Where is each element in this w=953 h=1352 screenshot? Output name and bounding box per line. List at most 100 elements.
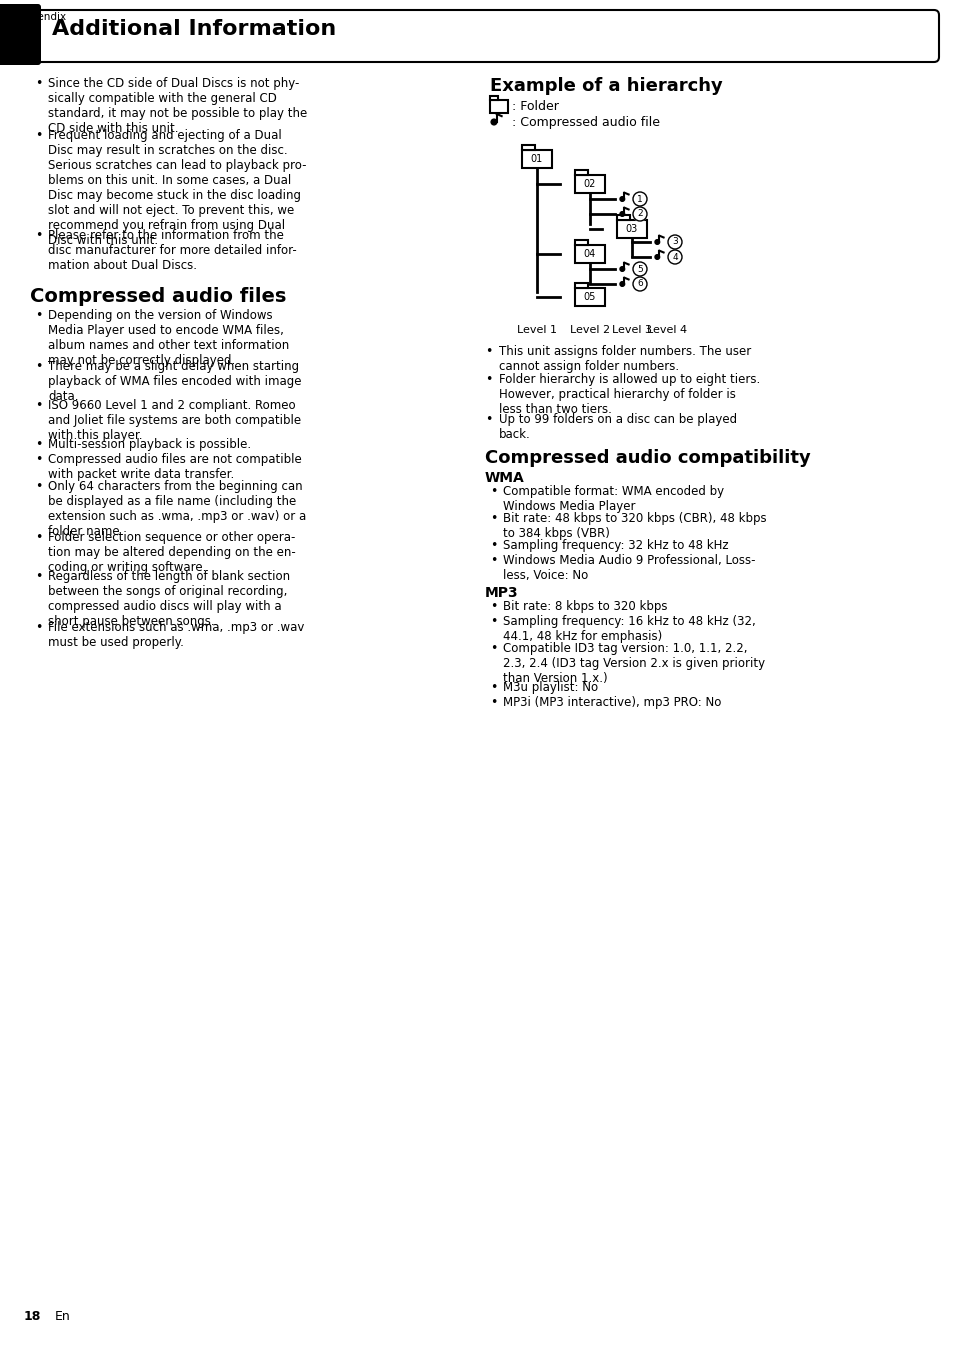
Text: •: • bbox=[35, 360, 42, 373]
Text: 2: 2 bbox=[637, 210, 642, 219]
FancyBboxPatch shape bbox=[617, 215, 630, 220]
Circle shape bbox=[16, 1301, 48, 1333]
Text: 03: 03 bbox=[625, 224, 638, 234]
Text: •: • bbox=[484, 373, 492, 387]
Text: 05: 05 bbox=[583, 292, 596, 301]
Text: Additional Information: Additional Information bbox=[52, 19, 335, 39]
Text: Up to 99 folders on a disc can be played
back.: Up to 99 folders on a disc can be played… bbox=[498, 412, 737, 441]
Text: Bit rate: 48 kbps to 320 kbps (CBR), 48 kbps
to 384 kbps (VBR): Bit rate: 48 kbps to 320 kbps (CBR), 48 … bbox=[502, 512, 766, 539]
Text: •: • bbox=[35, 228, 42, 242]
Text: •: • bbox=[35, 310, 42, 322]
FancyBboxPatch shape bbox=[575, 245, 604, 264]
Text: This unit assigns folder numbers. The user
cannot assign folder numbers.: This unit assigns folder numbers. The us… bbox=[498, 345, 750, 373]
Circle shape bbox=[633, 277, 646, 291]
FancyBboxPatch shape bbox=[575, 170, 588, 174]
Text: •: • bbox=[490, 696, 497, 708]
Circle shape bbox=[655, 239, 659, 245]
Circle shape bbox=[619, 212, 624, 216]
Text: •: • bbox=[35, 128, 42, 142]
Text: •: • bbox=[35, 621, 42, 634]
Text: Bit rate: 8 kbps to 320 kbps: Bit rate: 8 kbps to 320 kbps bbox=[502, 600, 667, 612]
Text: There may be a slight delay when starting
playback of WMA files encoded with ima: There may be a slight delay when startin… bbox=[48, 360, 301, 403]
Text: Depending on the version of Windows
Media Player used to encode WMA files,
album: Depending on the version of Windows Medi… bbox=[48, 310, 289, 366]
FancyBboxPatch shape bbox=[575, 241, 588, 245]
Text: •: • bbox=[35, 77, 42, 91]
Text: •: • bbox=[35, 399, 42, 412]
Text: MP3i (MP3 interactive), mp3 PRO: No: MP3i (MP3 interactive), mp3 PRO: No bbox=[502, 696, 720, 708]
Circle shape bbox=[667, 250, 681, 264]
Circle shape bbox=[619, 281, 624, 287]
Text: •: • bbox=[490, 642, 497, 654]
FancyBboxPatch shape bbox=[521, 150, 552, 168]
Text: Regardless of the length of blank section
between the songs of original recordin: Regardless of the length of blank sectio… bbox=[48, 571, 290, 627]
Text: •: • bbox=[35, 438, 42, 452]
Text: Example of a hierarchy: Example of a hierarchy bbox=[490, 77, 722, 95]
FancyBboxPatch shape bbox=[575, 283, 588, 288]
Circle shape bbox=[491, 119, 497, 124]
Text: •: • bbox=[490, 600, 497, 612]
Circle shape bbox=[633, 192, 646, 206]
Text: 04: 04 bbox=[583, 249, 596, 260]
Text: ISO 9660 Level 1 and 2 compliant. Romeo
and Joliet file systems are both compati: ISO 9660 Level 1 and 2 compliant. Romeo … bbox=[48, 399, 301, 442]
FancyBboxPatch shape bbox=[0, 4, 41, 65]
Text: En: En bbox=[55, 1310, 71, 1324]
Text: Compressed audio compatibility: Compressed audio compatibility bbox=[484, 449, 810, 466]
Text: •: • bbox=[35, 453, 42, 466]
FancyBboxPatch shape bbox=[13, 9, 938, 62]
Text: •: • bbox=[490, 485, 497, 498]
Text: •: • bbox=[484, 412, 492, 426]
Circle shape bbox=[633, 262, 646, 276]
Text: Frequent loading and ejecting of a Dual
Disc may result in scratches on the disc: Frequent loading and ejecting of a Dual … bbox=[48, 128, 306, 247]
Circle shape bbox=[619, 196, 624, 201]
Text: Since the CD side of Dual Discs is not phy-
sically compatible with the general : Since the CD side of Dual Discs is not p… bbox=[48, 77, 307, 135]
Text: Windows Media Audio 9 Professional, Loss-
less, Voice: No: Windows Media Audio 9 Professional, Loss… bbox=[502, 554, 755, 581]
Text: •: • bbox=[35, 571, 42, 583]
Text: 18: 18 bbox=[23, 1310, 41, 1324]
Text: Level 1: Level 1 bbox=[517, 324, 557, 335]
Circle shape bbox=[619, 266, 624, 272]
Text: Level 4: Level 4 bbox=[646, 324, 686, 335]
FancyBboxPatch shape bbox=[490, 96, 497, 100]
Text: 4: 4 bbox=[672, 253, 677, 261]
FancyBboxPatch shape bbox=[575, 174, 604, 193]
Text: Compressed audio files are not compatible
with packet write data transfer.: Compressed audio files are not compatibl… bbox=[48, 453, 301, 481]
Text: 5: 5 bbox=[637, 265, 642, 273]
Text: Only 64 characters from the beginning can
be displayed as a file name (including: Only 64 characters from the beginning ca… bbox=[48, 480, 306, 538]
Text: 6: 6 bbox=[637, 280, 642, 288]
Text: •: • bbox=[490, 539, 497, 552]
Text: Level 3: Level 3 bbox=[612, 324, 651, 335]
Text: Sampling frequency: 32 kHz to 48 kHz: Sampling frequency: 32 kHz to 48 kHz bbox=[502, 539, 728, 552]
Text: Please refer to the information from the
disc manufacturer for more detailed inf: Please refer to the information from the… bbox=[48, 228, 296, 272]
Text: Multi-session playback is possible.: Multi-session playback is possible. bbox=[48, 438, 251, 452]
FancyBboxPatch shape bbox=[617, 220, 646, 238]
Text: 1: 1 bbox=[637, 195, 642, 204]
Text: •: • bbox=[490, 554, 497, 566]
Text: Appendix: Appendix bbox=[18, 12, 67, 22]
Text: •: • bbox=[35, 480, 42, 493]
Circle shape bbox=[655, 254, 659, 260]
Text: 02: 02 bbox=[583, 178, 596, 189]
Text: MP3: MP3 bbox=[484, 585, 518, 600]
Text: •: • bbox=[484, 345, 492, 358]
Text: M3u playlist: No: M3u playlist: No bbox=[502, 681, 598, 694]
Text: File extensions such as .wma, .mp3 or .wav
must be used properly.: File extensions such as .wma, .mp3 or .w… bbox=[48, 621, 304, 649]
Text: : Folder: : Folder bbox=[512, 100, 558, 114]
FancyBboxPatch shape bbox=[521, 145, 535, 150]
Text: 01: 01 bbox=[530, 154, 542, 164]
Text: Folder selection sequence or other opera-
tion may be altered depending on the e: Folder selection sequence or other opera… bbox=[48, 531, 295, 575]
Text: : Compressed audio file: : Compressed audio file bbox=[512, 116, 659, 128]
Text: Sampling frequency: 16 kHz to 48 kHz (32,
44.1, 48 kHz for emphasis): Sampling frequency: 16 kHz to 48 kHz (32… bbox=[502, 615, 755, 644]
Circle shape bbox=[633, 207, 646, 220]
Text: •: • bbox=[490, 512, 497, 525]
Text: Compatible ID3 tag version: 1.0, 1.1, 2.2,
2.3, 2.4 (ID3 tag Version 2.x is give: Compatible ID3 tag version: 1.0, 1.1, 2.… bbox=[502, 642, 764, 685]
Text: Compressed audio files: Compressed audio files bbox=[30, 287, 286, 306]
Text: •: • bbox=[490, 615, 497, 627]
Text: WMA: WMA bbox=[484, 470, 524, 485]
Text: Folder hierarchy is allowed up to eight tiers.
However, practical hierarchy of f: Folder hierarchy is allowed up to eight … bbox=[498, 373, 760, 416]
Text: 3: 3 bbox=[672, 238, 678, 246]
Circle shape bbox=[667, 235, 681, 249]
FancyBboxPatch shape bbox=[490, 100, 507, 114]
Text: •: • bbox=[490, 681, 497, 694]
FancyBboxPatch shape bbox=[575, 288, 604, 306]
Text: Compatible format: WMA encoded by
Windows Media Player: Compatible format: WMA encoded by Window… bbox=[502, 485, 723, 512]
